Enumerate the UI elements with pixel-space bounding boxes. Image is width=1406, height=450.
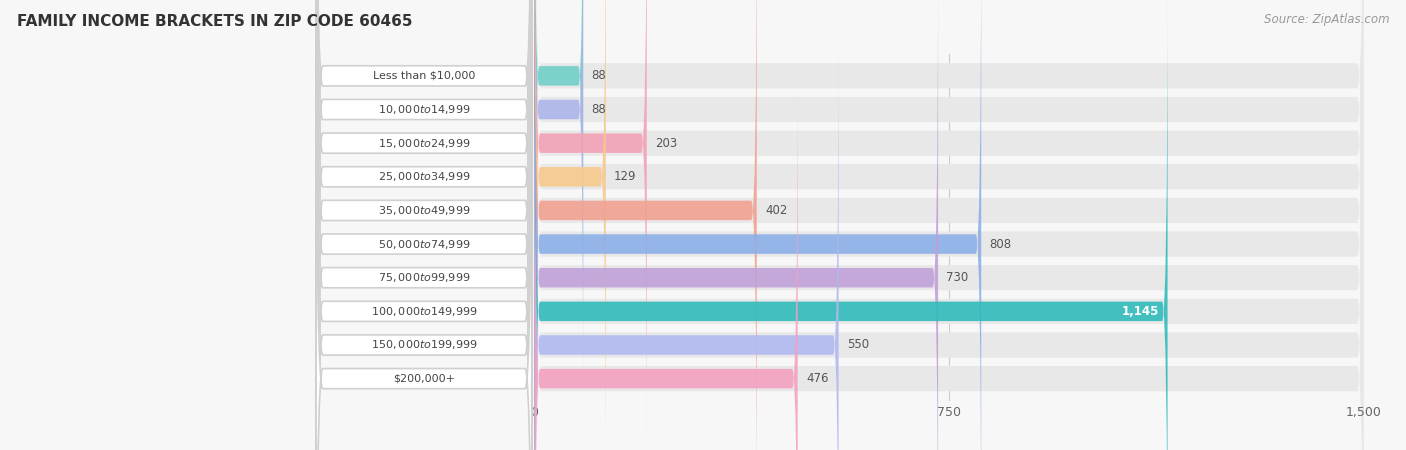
FancyBboxPatch shape <box>316 0 531 450</box>
FancyBboxPatch shape <box>534 0 1364 450</box>
Text: 129: 129 <box>614 170 637 183</box>
Text: $100,000 to $149,999: $100,000 to $149,999 <box>371 305 477 318</box>
FancyBboxPatch shape <box>534 0 583 396</box>
Text: 203: 203 <box>655 137 678 150</box>
FancyBboxPatch shape <box>316 0 531 450</box>
FancyBboxPatch shape <box>316 0 531 450</box>
Text: 1,145: 1,145 <box>1122 305 1160 318</box>
FancyBboxPatch shape <box>316 0 531 450</box>
FancyBboxPatch shape <box>316 0 531 450</box>
FancyBboxPatch shape <box>534 0 1364 450</box>
Text: Source: ZipAtlas.com: Source: ZipAtlas.com <box>1264 14 1389 27</box>
FancyBboxPatch shape <box>534 0 1364 450</box>
Text: $200,000+: $200,000+ <box>392 374 456 384</box>
Text: 476: 476 <box>806 372 828 385</box>
FancyBboxPatch shape <box>534 0 1364 450</box>
Text: $15,000 to $24,999: $15,000 to $24,999 <box>378 137 470 150</box>
Text: 550: 550 <box>846 338 869 351</box>
Text: $10,000 to $14,999: $10,000 to $14,999 <box>378 103 470 116</box>
FancyBboxPatch shape <box>534 0 938 450</box>
FancyBboxPatch shape <box>316 0 531 450</box>
FancyBboxPatch shape <box>534 0 647 450</box>
Text: $50,000 to $74,999: $50,000 to $74,999 <box>378 238 470 251</box>
Text: 402: 402 <box>765 204 787 217</box>
FancyBboxPatch shape <box>534 18 838 450</box>
Text: 808: 808 <box>990 238 1012 251</box>
Text: 88: 88 <box>592 69 606 82</box>
FancyBboxPatch shape <box>534 0 1167 450</box>
FancyBboxPatch shape <box>534 0 1364 450</box>
FancyBboxPatch shape <box>534 0 1364 450</box>
Text: 730: 730 <box>946 271 969 284</box>
FancyBboxPatch shape <box>534 0 1364 450</box>
FancyBboxPatch shape <box>534 0 583 362</box>
FancyBboxPatch shape <box>534 0 606 450</box>
Text: $35,000 to $49,999: $35,000 to $49,999 <box>378 204 470 217</box>
FancyBboxPatch shape <box>316 0 531 450</box>
FancyBboxPatch shape <box>534 0 1364 450</box>
FancyBboxPatch shape <box>534 0 756 450</box>
FancyBboxPatch shape <box>316 0 531 450</box>
FancyBboxPatch shape <box>534 52 797 450</box>
Text: $25,000 to $34,999: $25,000 to $34,999 <box>378 170 470 183</box>
Text: Less than $10,000: Less than $10,000 <box>373 71 475 81</box>
FancyBboxPatch shape <box>316 0 531 450</box>
Text: $150,000 to $199,999: $150,000 to $199,999 <box>371 338 477 351</box>
FancyBboxPatch shape <box>534 0 981 450</box>
Text: FAMILY INCOME BRACKETS IN ZIP CODE 60465: FAMILY INCOME BRACKETS IN ZIP CODE 60465 <box>17 14 412 28</box>
FancyBboxPatch shape <box>534 0 1364 450</box>
Text: $75,000 to $99,999: $75,000 to $99,999 <box>378 271 470 284</box>
FancyBboxPatch shape <box>316 0 531 450</box>
Text: 88: 88 <box>592 103 606 116</box>
FancyBboxPatch shape <box>534 0 1364 450</box>
